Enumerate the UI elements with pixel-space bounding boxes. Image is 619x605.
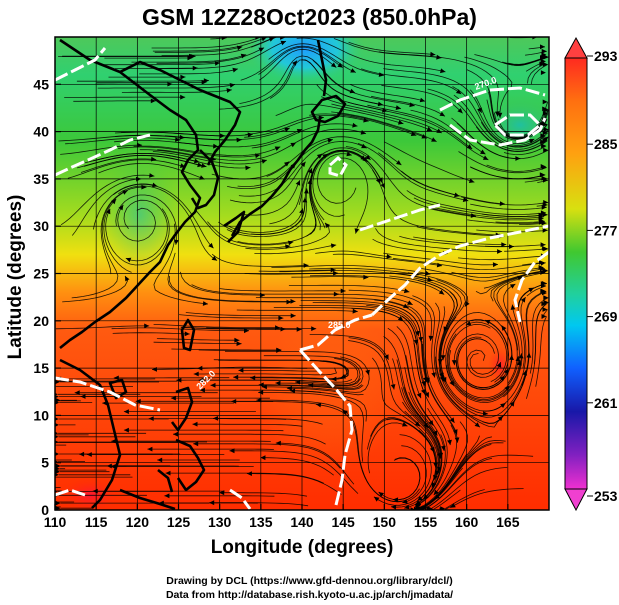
colorbar: 293 285 277 269 261 253 xyxy=(564,36,618,512)
x-tick-label: 130 xyxy=(208,514,232,530)
y-tick-label: 45 xyxy=(33,76,49,92)
x-tick-label: 150 xyxy=(373,514,397,530)
y-tick-label: 30 xyxy=(33,218,49,234)
colorbar-tick-label: 269 xyxy=(594,309,618,325)
colorbar-tick-label: 285 xyxy=(594,136,618,152)
y-tick-label: 15 xyxy=(33,360,49,376)
y-tick-label: 25 xyxy=(33,266,49,282)
credit-drawing: Drawing by DCL (https://www.gfd-dennou.o… xyxy=(166,575,453,587)
x-tick-label: 165 xyxy=(496,514,520,530)
x-axis-ticks: 110 115 120 125 130 135 140 145 150 155 160 165 xyxy=(44,504,520,530)
x-tick-label: 115 xyxy=(85,514,108,530)
y-axis-label: Latitude (degrees) xyxy=(5,194,26,360)
coastlines xyxy=(59,38,347,510)
x-tick-label: 160 xyxy=(455,514,479,530)
lat-lon-grid xyxy=(55,37,549,510)
y-tick-label: 10 xyxy=(33,407,49,423)
contour-label: 285.0 xyxy=(328,320,351,330)
colorbar-tick-label: 253 xyxy=(594,488,618,504)
credit-data: Data from http://database.rish.kyoto-u.a… xyxy=(165,589,454,601)
x-tick-label: 145 xyxy=(331,514,355,530)
y-tick-label: 5 xyxy=(41,455,49,471)
temperature-contours xyxy=(55,47,549,510)
colorbar-tick-label: 293 xyxy=(594,48,618,64)
colorbar-tick-label: 277 xyxy=(594,222,618,238)
x-tick-label: 110 xyxy=(44,514,67,530)
y-tick-label: 35 xyxy=(33,171,49,187)
y-tick-label: 0 xyxy=(41,502,49,518)
y-axis-ticks: 0 5 10 15 20 25 30 35 40 45 xyxy=(33,76,61,518)
wind-streamlines xyxy=(55,37,549,510)
y-tick-label: 40 xyxy=(33,124,49,140)
x-tick-label: 125 xyxy=(167,514,191,530)
colorbar-tick-label: 261 xyxy=(594,395,618,411)
x-axis-label: Longitude (degrees) xyxy=(210,537,394,558)
x-tick-label: 120 xyxy=(126,514,150,530)
x-tick-label: 140 xyxy=(290,514,314,530)
y-tick-label: 20 xyxy=(33,313,49,329)
x-tick-label: 155 xyxy=(414,514,438,530)
chart-title: GSM 12Z28Oct2023 (850.0hPa) xyxy=(142,4,477,30)
x-tick-label: 135 xyxy=(249,514,273,530)
axes: 110 115 120 125 130 135 140 145 150 155 160 165 0 5 1… xyxy=(33,76,519,530)
